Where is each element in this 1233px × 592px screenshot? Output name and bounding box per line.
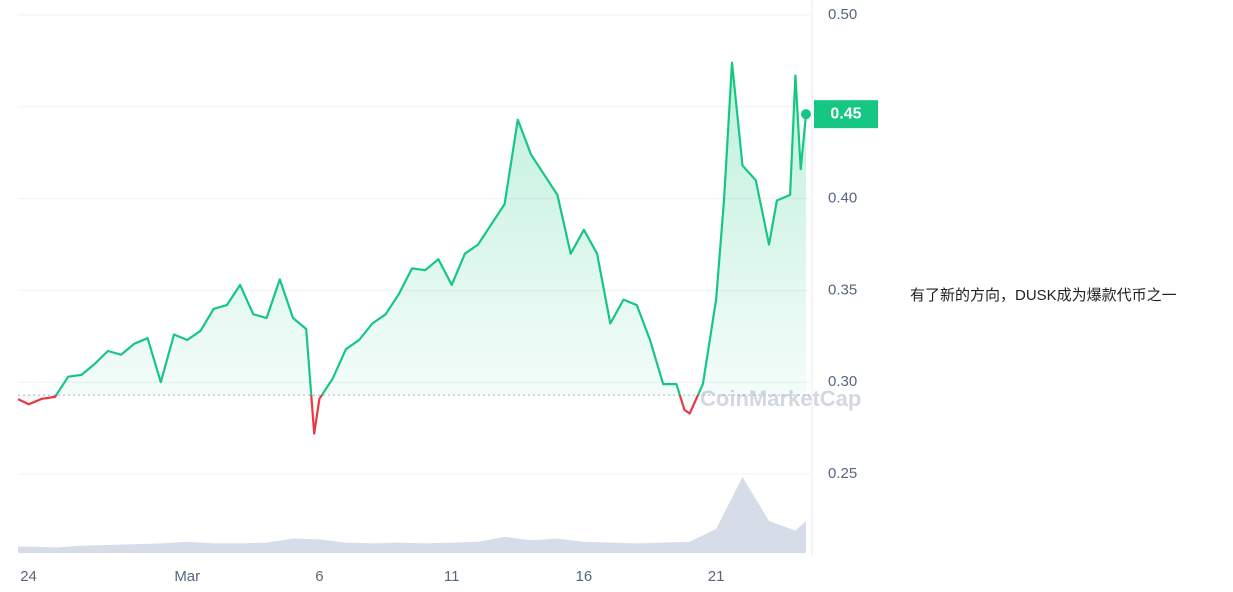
y-tick-label: 0.30 xyxy=(828,373,857,390)
volume-area xyxy=(18,477,806,553)
current-point xyxy=(801,109,811,120)
price-line xyxy=(17,61,808,435)
y-tick-label: 0.25 xyxy=(828,465,857,482)
y-tick-label: 0.35 xyxy=(828,281,857,298)
price-area xyxy=(18,62,806,434)
current-price-box xyxy=(814,100,878,129)
x-tick-label: 21 xyxy=(708,568,725,585)
x-tick-label: 6 xyxy=(315,568,323,585)
y-tick-label: 0.40 xyxy=(828,190,857,207)
current-price-label: 0.45 xyxy=(830,105,861,122)
y-tick-label: 0.50 xyxy=(828,6,857,23)
x-tick-label: Mar xyxy=(174,568,200,585)
x-tick-label: 16 xyxy=(576,568,593,585)
x-tick-label: 11 xyxy=(444,568,460,585)
x-tick-label: 24 xyxy=(20,568,37,585)
caption: 有了新的方向，DUSK成为爆款代币之一 xyxy=(910,287,1177,304)
